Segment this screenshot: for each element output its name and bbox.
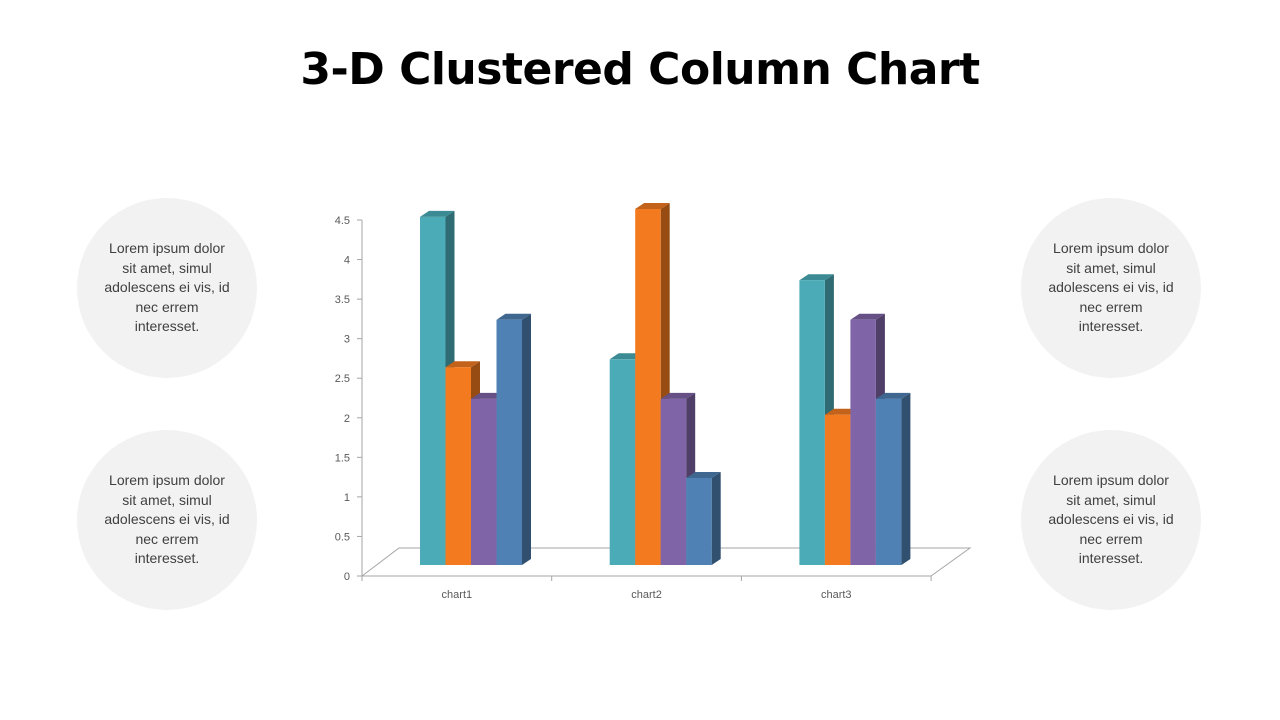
note-text: Lorem ipsum dolor sit amet, simul adoles… <box>1048 472 1174 567</box>
note-text: Lorem ipsum dolor sit amet, simul adoles… <box>104 472 230 567</box>
bar-side <box>901 392 911 565</box>
bar-top <box>799 274 834 281</box>
note-circle: Lorem ipsum dolor sit amet, simul adoles… <box>77 430 257 610</box>
bar <box>420 216 446 565</box>
bar-top <box>635 203 670 209</box>
bar <box>445 367 471 565</box>
bar-top <box>660 392 696 399</box>
bar-top <box>496 313 531 320</box>
note-circle: Lorem ipsum dolor sit amet, simul adoles… <box>1021 430 1201 610</box>
bar-side <box>711 471 721 565</box>
bar <box>471 398 497 565</box>
category-label: chart1 <box>442 589 473 601</box>
bar <box>875 398 902 565</box>
y-tick-label: 2 <box>344 413 350 425</box>
y-tick-label: 1 <box>344 492 350 504</box>
bar <box>609 359 636 565</box>
y-tick-label: 3 <box>344 334 350 346</box>
bar <box>686 477 712 565</box>
y-tick-label: 2.5 <box>335 373 350 385</box>
y-tick-label: 3.5 <box>335 294 350 306</box>
bar <box>850 319 876 565</box>
bar <box>660 398 687 565</box>
slide-title: 3-D Clustered Column Chart <box>300 44 980 95</box>
y-tick-label: 4.5 <box>335 215 350 227</box>
bar <box>635 209 661 565</box>
note-circle: Lorem ipsum dolor sit amet, simul adoles… <box>77 198 257 378</box>
bar <box>496 319 522 565</box>
y-tick-label: 0.5 <box>335 531 350 543</box>
y-tick-label: 1.5 <box>335 452 350 464</box>
bar-top <box>686 471 721 478</box>
bar-top <box>850 313 885 320</box>
bar-top <box>420 210 455 217</box>
bar-top <box>445 361 480 368</box>
note-text: Lorem ipsum dolor sit amet, simul adoles… <box>1048 240 1174 335</box>
note-circle: Lorem ipsum dolor sit amet, simul adoles… <box>1021 198 1201 378</box>
bar-top <box>875 392 911 399</box>
bar-side <box>522 313 531 565</box>
y-tick-label: 0 <box>344 571 350 583</box>
bar <box>824 414 851 565</box>
note-text: Lorem ipsum dolor sit amet, simul adoles… <box>104 240 230 335</box>
bar <box>799 280 825 565</box>
category-label: chart2 <box>631 589 662 601</box>
y-tick-label: 4 <box>344 255 350 267</box>
category-label: chart3 <box>821 589 852 601</box>
